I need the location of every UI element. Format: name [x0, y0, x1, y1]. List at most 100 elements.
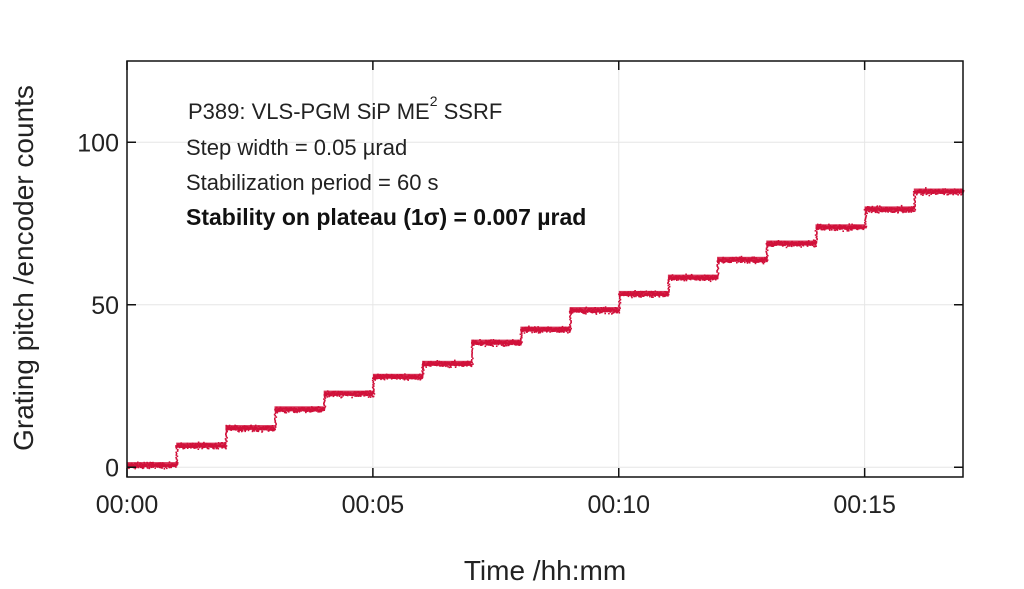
transition-point [421, 370, 423, 372]
data-point [936, 193, 938, 195]
data-point [916, 192, 918, 195]
transition-point [521, 332, 523, 335]
data-point [479, 344, 482, 346]
plateau-14 [766, 226, 818, 249]
data-point [170, 466, 172, 469]
transition-point [668, 291, 670, 293]
transition-point [814, 234, 817, 236]
data-point [847, 228, 850, 231]
transition-point [816, 237, 818, 240]
data-point [821, 228, 824, 231]
plateau-band [372, 373, 423, 379]
data-point [763, 261, 766, 263]
data-point [835, 228, 838, 231]
data-point [225, 446, 227, 448]
data-point [833, 229, 836, 231]
transition-point [569, 317, 572, 319]
transition-point [175, 458, 178, 460]
data-point [186, 447, 189, 449]
data-point [829, 229, 831, 231]
data-point [616, 311, 618, 314]
data-point [216, 447, 219, 449]
data-point [836, 229, 839, 231]
y-axis-title: Grating pitch /encoder counts [8, 85, 39, 451]
transition-point [717, 266, 719, 268]
transition-point [570, 313, 572, 316]
data-point [761, 261, 764, 264]
data-point [611, 312, 614, 314]
transition-point [224, 442, 227, 445]
data-point [358, 395, 361, 397]
data-point [640, 296, 642, 298]
data-point [901, 210, 903, 213]
data-point [902, 210, 905, 213]
data-point [247, 429, 250, 432]
data-point [182, 447, 184, 450]
transition-point [766, 245, 768, 247]
data-point [537, 331, 540, 334]
data-point [163, 468, 166, 470]
data-point [491, 344, 494, 347]
data-point [727, 261, 730, 263]
transition-point [815, 243, 817, 245]
transition-point [814, 230, 817, 232]
data-point [638, 295, 641, 298]
plateau-15 [815, 208, 868, 232]
transition-point [569, 329, 572, 331]
data-point [206, 447, 209, 450]
data-point [168, 466, 171, 469]
data-point [960, 193, 962, 196]
transition-point [176, 463, 179, 465]
plot-frame [126, 60, 964, 478]
data-point [454, 359, 456, 362]
plateau-band [176, 442, 226, 448]
transition-point [717, 272, 720, 274]
data-point [952, 193, 955, 196]
transition-point [224, 444, 227, 446]
data-point [449, 365, 452, 367]
data-point [791, 245, 793, 248]
data-point [848, 223, 851, 225]
data-point [372, 395, 375, 398]
data-point [585, 312, 587, 314]
data-point [528, 325, 530, 328]
data-point [910, 211, 913, 213]
transition-point [422, 371, 424, 373]
data-point [489, 344, 492, 346]
data-point [900, 204, 903, 207]
transition-point [864, 222, 866, 224]
plateau-band [864, 206, 914, 212]
transition-point [766, 249, 769, 252]
data-point [549, 331, 551, 333]
transition-point [275, 422, 277, 425]
annotation-stabilization-period: Stabilization period = 60 s [186, 170, 439, 195]
transition-point [912, 193, 915, 195]
annotation-title: P389: VLS-PGM SiP ME2 SSRF [188, 93, 502, 124]
data-point [473, 344, 475, 346]
transition-point [864, 212, 867, 214]
data-point [642, 295, 645, 297]
data-point [535, 331, 538, 333]
data-point [251, 430, 254, 433]
transition-point [324, 405, 327, 408]
data-point [630, 295, 633, 298]
transition-point [470, 360, 473, 362]
transition-point [815, 241, 818, 244]
data-point [403, 378, 406, 381]
data-point [812, 239, 815, 241]
data-point [877, 211, 879, 213]
plateau-4 [274, 393, 327, 414]
data-point [257, 429, 260, 432]
transition-point [913, 194, 915, 197]
transition-point [176, 464, 178, 467]
transition-point [716, 271, 718, 273]
data-point [766, 260, 768, 263]
data-point [363, 394, 366, 397]
data-point [486, 343, 489, 346]
transition-point [225, 432, 227, 434]
data-point [472, 344, 474, 346]
data-point [201, 447, 204, 449]
transition-point [471, 361, 473, 364]
data-point [252, 429, 254, 431]
plateau-band [274, 406, 324, 412]
